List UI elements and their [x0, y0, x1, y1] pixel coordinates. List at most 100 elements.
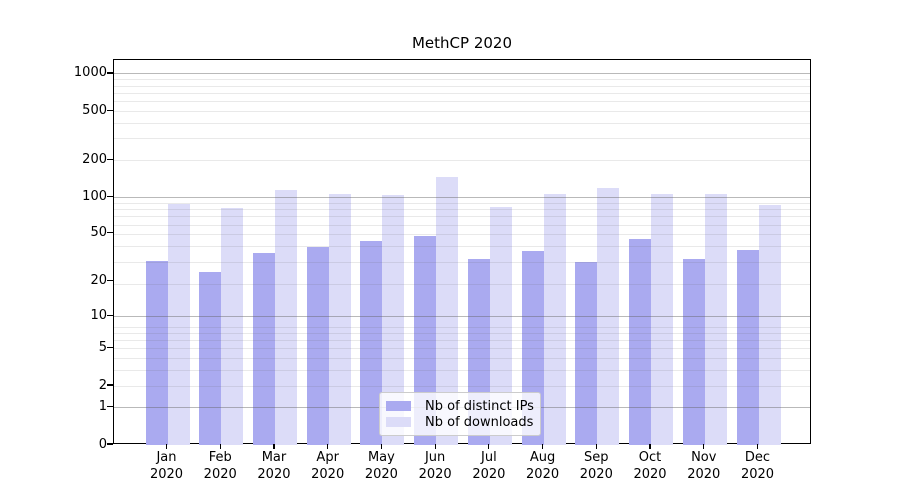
- bar-downloads-sep: [597, 187, 620, 445]
- bar-distinct-ips-nov: [682, 258, 705, 445]
- y-tick-label: 10: [90, 307, 107, 323]
- y-tick-label: 2: [98, 377, 107, 393]
- grid-layer: [114, 60, 810, 443]
- minor-gridline: [114, 332, 810, 334]
- bar-distinct-ips-dec: [736, 249, 759, 445]
- y-tick-label: 1000: [73, 65, 107, 81]
- x-tick-label: Dec 2020: [728, 450, 788, 483]
- minor-gridline: [114, 234, 810, 236]
- minor-gridline: [114, 159, 810, 161]
- plot-area: [113, 59, 811, 445]
- x-tick-label: May 2020: [351, 450, 411, 483]
- x-tick-label: Oct 2020: [620, 450, 680, 483]
- y-tick-label: 0: [98, 436, 107, 452]
- y-tick-label: 200: [82, 151, 107, 167]
- x-tick-label: Jan 2020: [137, 450, 197, 483]
- bar-downloads-jan: [167, 203, 190, 445]
- x-tick-label: Mar 2020: [244, 450, 304, 483]
- bar-downloads-feb: [221, 207, 244, 445]
- x-tick-month: Aug: [529, 450, 556, 465]
- y-tick-label: 5: [98, 340, 107, 356]
- bar-distinct-ips-oct: [629, 239, 652, 445]
- minor-gridline: [114, 209, 810, 211]
- x-tick: [380, 444, 382, 449]
- y-tick: [107, 384, 113, 386]
- x-tick: [165, 444, 168, 449]
- x-tick-label: Sep 2020: [566, 450, 626, 483]
- bar-distinct-ips-sep: [575, 262, 598, 445]
- x-tick-year: 2020: [203, 466, 237, 482]
- minor-gridline: [114, 326, 810, 328]
- x-tick-year: 2020: [740, 466, 775, 482]
- minor-gridline: [114, 202, 810, 204]
- legend-label-distinct-ips: Nb of distinct IPs: [425, 398, 534, 414]
- y-tick: [107, 232, 113, 234]
- minor-gridline: [114, 85, 810, 87]
- x-tick-month: Apr: [316, 450, 339, 465]
- x-tick-year: 2020: [418, 466, 452, 482]
- bar-distinct-ips-mar: [252, 252, 275, 445]
- y-tick-label: 1: [98, 399, 107, 415]
- bar-downloads-mar: [274, 189, 297, 445]
- bar-downloads-jun: [436, 177, 459, 445]
- x-tick-month: Sep: [584, 450, 609, 465]
- x-tick-label: Feb 2020: [190, 450, 250, 483]
- x-tick-year: 2020: [364, 466, 398, 482]
- legend-label-downloads: Nb of downloads: [425, 414, 534, 430]
- bar-downloads-dec: [758, 205, 781, 445]
- minor-gridline: [114, 340, 810, 341]
- x-tick-label: Nov 2020: [674, 450, 734, 483]
- major-gridline: [114, 196, 810, 198]
- x-tick-year: 2020: [472, 466, 506, 482]
- x-tick: [649, 444, 651, 449]
- x-tick-month: Jan: [156, 450, 177, 465]
- x-tick-year: 2020: [149, 466, 184, 482]
- x-tick-month: Mar: [261, 450, 287, 465]
- bar-downloads-may: [382, 195, 405, 445]
- minor-gridline: [114, 138, 810, 140]
- bar-downloads-nov: [704, 194, 727, 445]
- bar-downloads-aug: [543, 194, 566, 445]
- y-tick-label: 100: [82, 188, 107, 204]
- x-tick-month: Nov: [691, 450, 717, 465]
- x-tick: [434, 444, 436, 449]
- minor-gridline: [114, 216, 810, 218]
- major-gridline: [114, 73, 810, 75]
- x-tick-year: 2020: [579, 466, 613, 482]
- x-tick: [273, 444, 275, 449]
- bar-downloads-apr: [328, 193, 351, 445]
- x-tick-label: Apr 2020: [298, 450, 358, 483]
- minor-gridline: [114, 246, 810, 248]
- y-tick: [107, 347, 113, 349]
- y-tick-label: 20: [90, 273, 107, 288]
- minor-gridline: [114, 122, 810, 124]
- x-tick: [541, 444, 544, 449]
- x-tick-year: 2020: [526, 466, 560, 482]
- legend-item-distinct-ips: Nb of distinct IPs: [386, 398, 534, 414]
- minor-gridline: [114, 224, 810, 226]
- x-tick-month: Feb: [208, 450, 232, 465]
- x-tick-month: May: [367, 450, 395, 465]
- x-tick: [756, 444, 759, 449]
- y-tick: [107, 443, 113, 445]
- minor-gridline: [114, 100, 810, 102]
- minor-gridline: [114, 385, 810, 387]
- x-tick-label: Jun 2020: [405, 450, 465, 483]
- y-tick-label: 500: [82, 102, 107, 118]
- x-tick-year: 2020: [257, 466, 291, 482]
- x-tick-year: 2020: [687, 466, 721, 482]
- x-tick-year: 2020: [633, 466, 667, 482]
- x-tick-label: Aug 2020: [513, 450, 573, 483]
- x-tick-label: Jul 2020: [459, 450, 519, 483]
- y-tick-label: 50: [90, 225, 107, 241]
- y-tick: [107, 314, 113, 316]
- y-tick: [107, 279, 113, 282]
- x-tick-month: Jun: [424, 450, 446, 465]
- x-tick-month: Dec: [744, 450, 771, 465]
- bar-distinct-ips-jan: [145, 260, 168, 445]
- bar-distinct-ips-apr: [306, 246, 329, 445]
- major-gridline: [114, 315, 810, 317]
- bar-downloads-oct: [651, 193, 674, 445]
- minor-gridline: [114, 261, 810, 263]
- chart-title: MethCP 2020: [411, 34, 513, 52]
